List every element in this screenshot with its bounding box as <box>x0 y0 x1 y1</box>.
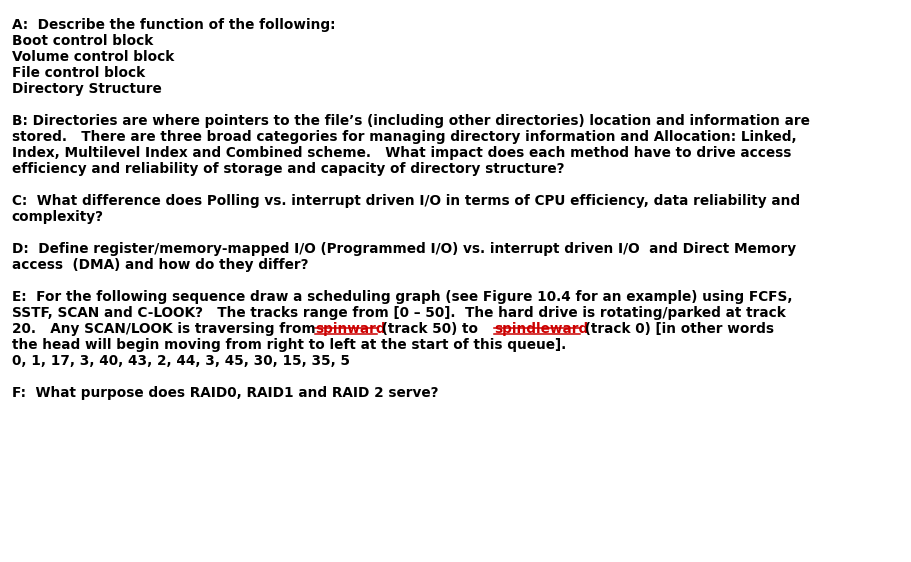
Text: (track 0) [in other words: (track 0) [in other words <box>579 322 773 336</box>
Text: Boot control block: Boot control block <box>12 34 153 48</box>
Text: E:  For the following sequence draw a scheduling graph (see Figure 10.4 for an e: E: For the following sequence draw a sch… <box>12 290 792 304</box>
Text: complexity?: complexity? <box>12 210 104 224</box>
Text: B: Directories are where pointers to the file’s (including other directories) lo: B: Directories are where pointers to the… <box>12 114 809 128</box>
Text: C:  What difference does Polling vs. interrupt driven I/O in terms of CPU effici: C: What difference does Polling vs. inte… <box>12 194 799 208</box>
Text: spinward: spinward <box>315 322 385 336</box>
Text: stored.   There are three broad categories for managing directory information an: stored. There are three broad categories… <box>12 130 795 144</box>
Text: the head will begin moving from right to left at the start of this queue].: the head will begin moving from right to… <box>12 338 566 352</box>
Text: SSTF, SCAN and C-LOOK?   The tracks range from [0 – 50].  The hard drive is rota: SSTF, SCAN and C-LOOK? The tracks range … <box>12 306 784 320</box>
Text: access  (DMA) and how do they differ?: access (DMA) and how do they differ? <box>12 258 308 272</box>
Text: (track 50) to: (track 50) to <box>377 322 483 336</box>
Text: 20.   Any SCAN/LOOK is traversing from: 20. Any SCAN/LOOK is traversing from <box>12 322 320 336</box>
Text: spindleward: spindleward <box>494 322 588 336</box>
Text: Volume control block: Volume control block <box>12 50 174 64</box>
Text: File control block: File control block <box>12 66 145 80</box>
Text: F:  What purpose does RAID0, RAID1 and RAID 2 serve?: F: What purpose does RAID0, RAID1 and RA… <box>12 386 438 400</box>
Text: efficiency and reliability of storage and capacity of directory structure?: efficiency and reliability of storage an… <box>12 162 564 176</box>
Text: D:  Define register/memory-mapped I/O (Programmed I/O) vs. interrupt driven I/O : D: Define register/memory-mapped I/O (Pr… <box>12 242 795 256</box>
Text: Directory Structure: Directory Structure <box>12 82 161 96</box>
Text: A:  Describe the function of the following:: A: Describe the function of the followin… <box>12 18 335 32</box>
Text: Index, Multilevel Index and Combined scheme.   What impact does each method have: Index, Multilevel Index and Combined sch… <box>12 146 791 160</box>
Text: 0, 1, 17, 3, 40, 43, 2, 44, 3, 45, 30, 15, 35, 5: 0, 1, 17, 3, 40, 43, 2, 44, 3, 45, 30, 1… <box>12 354 350 368</box>
